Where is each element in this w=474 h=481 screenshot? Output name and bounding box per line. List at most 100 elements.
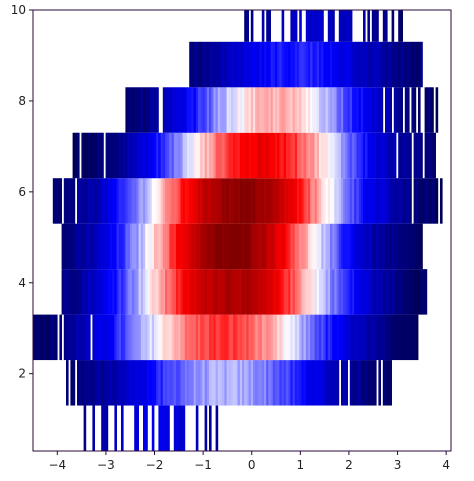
heatmap-cell-row3-col53 [149, 269, 153, 315]
heatmap-cell-row8-col118 [292, 41, 296, 88]
heatmap-cell-row7-col140 [341, 87, 344, 133]
heatmap-cell-row1-col114 [283, 360, 287, 406]
heatmap-cell-row8-col171 [409, 41, 412, 88]
heatmap-cell-row1-col25 [88, 360, 91, 406]
heatmap-cell-row1-col136 [332, 360, 335, 406]
heatmap-cell-row4-col30 [99, 223, 102, 270]
heatmap-cell-row1-col32 [103, 360, 106, 406]
heatmap-cell-row7-col154 [371, 87, 375, 133]
heatmap-cell-row2-col106 [266, 314, 269, 361]
heatmap-cell-row3-col145 [352, 269, 355, 315]
heatmap-cell-row8-col75 [198, 41, 201, 88]
heatmap-cell-row3-col155 [374, 269, 377, 315]
heatmap-cell-row5-col99 [250, 178, 254, 224]
heatmap-cell-row3-col120 [297, 269, 300, 315]
heatmap-cell-row6-col159 [382, 132, 386, 179]
heatmap-cell-row7-col134 [327, 87, 331, 133]
heatmap-cell-row3-col32 [103, 269, 106, 315]
heatmap-cell-row5-col157 [378, 178, 381, 224]
heatmap-cell-row4-col151 [365, 223, 368, 270]
heatmap-cell-row2-col163 [391, 314, 395, 361]
heatmap-cell-row7-col90 [231, 87, 234, 133]
heatmap-cell-row2-col15 [66, 314, 69, 361]
heatmap-cell-row1-col26 [90, 360, 93, 406]
heatmap-cell-row4-col18 [72, 223, 76, 270]
heatmap-cell-row7-col109 [272, 87, 276, 133]
heatmap-cell-row4-col75 [198, 223, 201, 270]
heatmap-cell-row4-col62 [169, 223, 172, 270]
heatmap-cell-row2-col54 [151, 314, 155, 361]
heatmap-cell-row2-col56 [156, 314, 159, 361]
heatmap-cell-row3-col63 [171, 269, 175, 315]
heatmap-cell-row6-col137 [334, 132, 337, 179]
heatmap-cell-row1-col47 [136, 360, 139, 406]
heatmap-cell-row1-col135 [330, 360, 333, 406]
heatmap-cell-row7-col65 [176, 87, 179, 133]
heatmap-cell-row2-col108 [270, 314, 274, 361]
heatmap-cell-row4-col140 [341, 223, 344, 270]
heatmap-cell-row9-col130 [319, 10, 322, 42]
heatmap-cell-row5-col155 [374, 178, 377, 224]
heatmap-cell-row5-col28 [94, 178, 98, 224]
heatmap-cell-row8-col170 [407, 41, 410, 88]
heatmap-cell-row2-col151 [365, 314, 368, 361]
heatmap-cell-row3-col171 [409, 269, 412, 315]
heatmap-cell-row2-col80 [209, 314, 212, 361]
heatmap-cell-row7-col61 [167, 87, 170, 133]
heatmap-cell-row3-col55 [154, 269, 157, 315]
heatmap-cell-row8-col141 [343, 41, 346, 88]
heatmap-cell-row9-col154 [371, 10, 375, 42]
heatmap-cell-row5-col34 [107, 178, 111, 224]
heatmap-cell-row6-col63 [171, 132, 175, 179]
heatmap-cell-row4-col68 [182, 223, 186, 270]
heatmap-cell-row4-col100 [253, 223, 256, 270]
heatmap-cell-row3-col96 [244, 269, 247, 315]
heatmap-cell-row6-col19 [74, 132, 78, 179]
heatmap-cell-row5-col73 [193, 178, 197, 224]
heatmap-cell-row4-col94 [239, 223, 243, 270]
heatmap-cell-row3-col102 [257, 269, 260, 315]
heatmap-cell-row5-col121 [299, 178, 302, 224]
heatmap-cell-row8-col152 [367, 41, 370, 88]
heatmap-cell-row5-col171 [409, 178, 412, 224]
heatmap-cell-row1-col86 [222, 360, 225, 406]
heatmap-cell-row6-col169 [404, 132, 408, 179]
heatmap-cell-row7-col91 [233, 87, 236, 133]
heatmap-cell-row4-col77 [202, 223, 205, 270]
heatmap-cell-row7-col67 [180, 87, 183, 133]
heatmap-cell-row2-col65 [176, 314, 179, 361]
heatmap-cell-row4-col135 [330, 223, 333, 270]
heatmap-cell-row3-col134 [327, 269, 331, 315]
heatmap-cell-row1-col150 [363, 360, 366, 406]
heatmap-cell-row1-col24 [85, 360, 89, 406]
heatmap-cell-row2-col167 [400, 314, 403, 361]
heatmap-cell-row3-col65 [176, 269, 179, 315]
heatmap-cell-row2-col8 [50, 314, 54, 361]
heatmap-cell-row2-col122 [301, 314, 304, 361]
heatmap-cell-row3-col73 [193, 269, 197, 315]
heatmap-cell-row5-col50 [143, 178, 146, 224]
heatmap-cell-row8-col128 [314, 41, 318, 88]
heatmap-cell-row1-col29 [96, 360, 100, 406]
heatmap-cell-row4-col168 [402, 223, 406, 270]
heatmap-cell-row2-col71 [189, 314, 192, 361]
heatmap-cell-row6-col135 [330, 132, 333, 179]
heatmap-cell-row6-col48 [138, 132, 142, 179]
heatmap-cell-row1-col119 [294, 360, 298, 406]
heatmap-cell-row5-col89 [228, 178, 232, 224]
heatmap-cell-row6-col39 [118, 132, 122, 179]
heatmap-cell-row7-col172 [411, 87, 414, 133]
heatmap-cell-row5-col166 [398, 178, 401, 224]
heatmap-cell-row6-col51 [145, 132, 148, 179]
heatmap-cell-row7-col51 [145, 87, 148, 133]
heatmap-cell-row4-col99 [250, 223, 254, 270]
heatmap-cell-row3-col110 [275, 269, 278, 315]
heatmap-cell-row2-col69 [184, 314, 188, 361]
heatmap-cell-row1-col56 [156, 360, 159, 406]
heatmap-cell-row3-col22 [81, 269, 84, 315]
heatmap-cell-row4-col89 [228, 223, 232, 270]
heatmap-cell-row6-col70 [187, 132, 190, 179]
heatmap-cell-row3-col106 [266, 269, 269, 315]
heatmap-cell-row7-col157 [378, 87, 381, 133]
heatmap-cell-row9-col128 [314, 10, 318, 42]
